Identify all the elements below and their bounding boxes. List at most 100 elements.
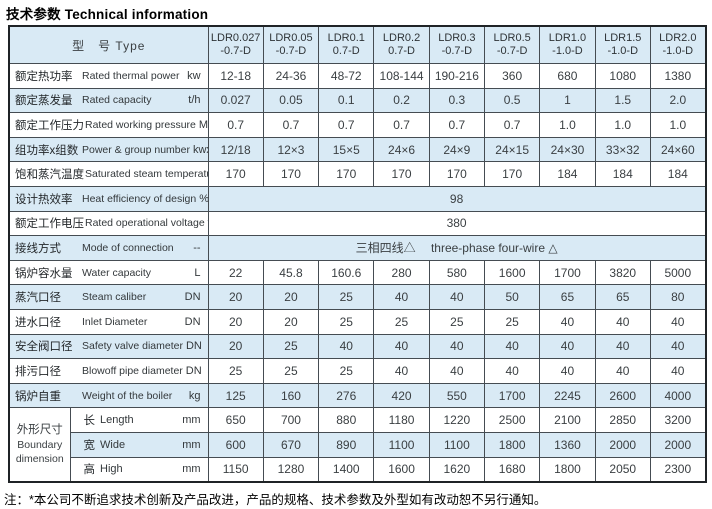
value-cell: 40 — [318, 333, 375, 360]
label-unit: DN — [184, 291, 201, 304]
label-chinese: 额定热功率 — [15, 70, 73, 83]
table-row: 接线方式 Mode of connection -- 三相四线△ three-phas… — [8, 235, 707, 261]
value-cell: 45.8 — [262, 259, 320, 286]
value-cell: 2850 — [594, 407, 651, 433]
value-cell: 650 — [207, 407, 264, 433]
row-label-cell: 额定蒸发量 Rated capacity t/h — [8, 87, 209, 114]
dimension-group-english-2: dimension — [15, 453, 64, 466]
value-cell: 20 — [207, 284, 264, 310]
row-label-cell: 锅炉容水量 Water capacity L — [8, 259, 209, 286]
label-english: Rated operational voltage — [85, 217, 205, 230]
model-header-cell: LDR1.5 -1.0-D — [594, 25, 651, 64]
spec-table: 型 号 Type LDR0.027 -0.7-D LDR0.05 -0.7-D LDR0.… — [8, 25, 707, 484]
value-cell: 0.5 — [483, 87, 541, 114]
value-cell: 40 — [594, 358, 651, 384]
value-cell: 1360 — [539, 431, 596, 458]
value-cell: 1100 — [428, 431, 486, 458]
value-cell: 360 — [483, 63, 541, 89]
value-cell: 1220 — [428, 407, 486, 433]
value-cell: 25 — [262, 358, 320, 384]
value-cell: 3820 — [594, 259, 651, 286]
value-cell: 160 — [262, 382, 320, 409]
value-cell: 170 — [483, 161, 541, 187]
model-suffix: 0.7-D — [388, 45, 415, 57]
model-suffix: -0.7-D — [275, 45, 307, 57]
value-cell: 2500 — [483, 407, 541, 433]
value-cell: 48-72 — [318, 63, 375, 89]
label-unit: kw — [187, 69, 201, 82]
row-label: 设计热效率 Heat efficiency of design% — [10, 187, 207, 210]
value-cell: 1620 — [428, 456, 486, 483]
dimension-label: 长 Length mm — [71, 409, 207, 432]
value-cell: 184 — [649, 161, 707, 187]
label-chinese: 组功率x组数 — [15, 144, 79, 157]
value-cell: 0.05 — [262, 87, 320, 114]
value-cell: 40 — [539, 333, 596, 360]
value-cell: 40 — [649, 308, 707, 335]
label-unit: L — [194, 266, 201, 279]
value-cell: 12-18 — [207, 63, 264, 89]
value-cell: 700 — [262, 407, 320, 433]
value-cell: 22 — [207, 259, 264, 286]
value-cell: 20 — [262, 284, 320, 310]
value-cell: 12×3 — [262, 136, 320, 163]
value-cell: 0.7 — [207, 112, 264, 138]
value-cell: 40 — [539, 308, 596, 335]
value-cell: 0.7 — [373, 112, 430, 138]
model-name: LDR1.0 — [548, 31, 587, 44]
value-cell: 2050 — [594, 456, 651, 483]
model-suffix: -1.0-D — [607, 45, 639, 57]
table-row: 额定蒸发量 Rated capacity t/h 0.027 0.05 0.1 0.2 0.3… — [8, 87, 707, 114]
label-english: Mode of connection — [82, 241, 174, 254]
label-chinese: 排污口径 — [15, 365, 61, 378]
label-chinese: 饱和蒸汽温度 — [15, 169, 84, 182]
table-row: 宽 Wide mm 600 670 890 1100 1100 1800 1360 2000 2000 — [9, 431, 707, 458]
model-header-cell: LDR1.0 -1.0-D — [539, 25, 596, 64]
label-english: Blowoff pipe diameter — [82, 364, 183, 377]
value-cell: 1800 — [539, 456, 596, 483]
label-english: Steam caliber — [82, 291, 147, 304]
label-unit: Mpa — [198, 118, 209, 131]
label-english: Water capacity — [82, 266, 152, 279]
value-cell: 24-36 — [262, 63, 320, 89]
dimension-label-cell: 高 High mm — [69, 456, 209, 483]
row-label-cell: 排污口径 Blowoff pipe diameter DN — [8, 358, 209, 384]
model-name: LDR0.2 — [382, 31, 421, 44]
row-label: 蒸汽口径 Steam caliber DN — [10, 286, 207, 309]
value-cell: 1100 — [373, 431, 430, 458]
table-row: 锅炉容水量 Water capacity L 22 45.8 160.6 280 580 160… — [8, 259, 707, 286]
row-label: 安全阀口径 Safety valve diameter DN — [10, 335, 207, 358]
dimension-unit: mm — [182, 438, 201, 451]
merged-value-cell: 98 — [207, 185, 707, 212]
value-cell: 170 — [207, 161, 264, 187]
value-cell: 40 — [594, 308, 651, 335]
model-suffix: -0.7-D — [441, 45, 473, 57]
value-cell: 170 — [262, 161, 320, 187]
label-unit: DN — [185, 364, 202, 377]
value-cell: 1.0 — [539, 112, 596, 138]
label-english: Inlet Diameter — [82, 315, 148, 328]
spec-table-body: 型 号 Type LDR0.027 -0.7-D LDR0.05 -0.7-D LDR0.… — [8, 25, 707, 483]
table-row: 排污口径 Blowoff pipe diameter DN 25 25 25 40 40 40 4… — [8, 358, 707, 384]
model-suffix: -1.0-D — [552, 45, 583, 57]
label-chinese: 设计热效率 — [15, 193, 73, 206]
label-unit: t/h — [188, 94, 201, 107]
value-cell: 880 — [318, 407, 375, 433]
value-cell: 2.0 — [649, 87, 707, 114]
value-cell: 0.7 — [262, 112, 320, 138]
model-header-cell: LDR0.5 -0.7-D — [483, 25, 541, 64]
value-cell: 1400 — [318, 456, 375, 483]
label-chinese: 额定工作压力 — [15, 119, 84, 132]
dimension-english: Length — [100, 414, 134, 427]
model-name: LDR0.1 — [327, 31, 365, 44]
row-label-cell: 蒸汽口径 Steam caliber DN — [8, 284, 209, 310]
value-cell: 0.7 — [428, 112, 486, 138]
label-english: Heat efficiency of design — [82, 192, 197, 205]
footer-note: 注：*本公司不断追求技术创新及产品改进，产品的规格、技术参数及外型如有改动恕不另… — [4, 493, 547, 507]
label-unit: % — [196, 193, 207, 205]
value-cell: 20 — [262, 308, 320, 335]
